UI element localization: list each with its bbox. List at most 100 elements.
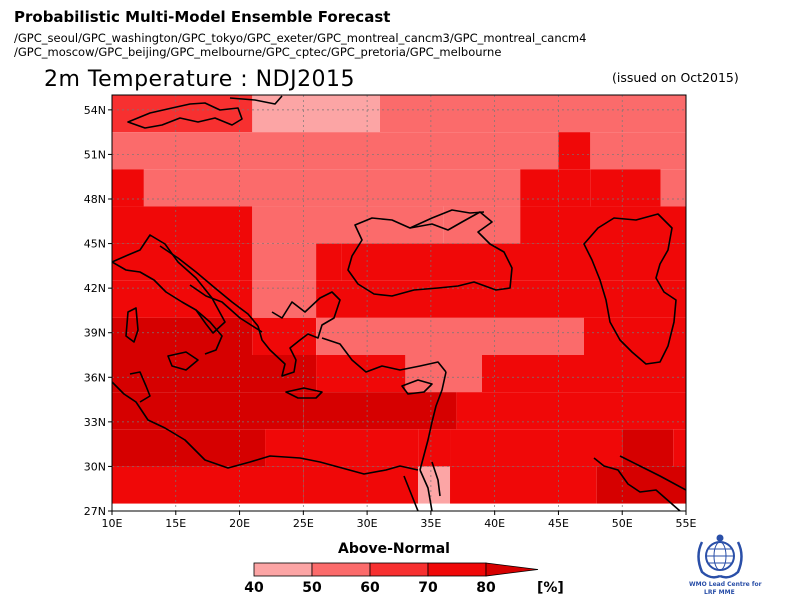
lon-tick-label: 10E <box>102 517 123 530</box>
models-list-line-2: /GPC_moscow/GPC_beijing/GPC_melbourne/GP… <box>14 45 502 59</box>
lat-tick-label: 51N <box>84 148 106 161</box>
probability-cell <box>596 466 686 504</box>
probability-cell <box>450 466 597 504</box>
coast-gulf-suez <box>419 469 433 511</box>
probability-cell <box>379 95 686 133</box>
lat-tick-label: 30N <box>84 460 106 473</box>
probability-cell <box>558 132 591 170</box>
map-frame <box>111 94 687 512</box>
probability-cell <box>456 392 686 430</box>
coast-europe-south <box>112 234 226 334</box>
probability-cell <box>112 355 317 393</box>
probability-cell <box>112 95 253 133</box>
coast-cyprus <box>401 379 433 395</box>
probability-cell <box>252 317 317 355</box>
lon-tick-label: 20E <box>229 517 250 530</box>
map-gridlines <box>112 95 686 511</box>
lon-tick-label: 15E <box>165 517 186 530</box>
lat-tick-label: 39N <box>84 327 106 340</box>
latitude-tick-labels: 27N 30N 33N 36N 39N 42N 45N 48N 51N 54N <box>84 104 112 518</box>
coast-sicily <box>167 351 199 371</box>
probability-cell <box>303 392 457 430</box>
probability-cell <box>252 206 444 244</box>
lat-tick-label: 36N <box>84 371 106 384</box>
probability-cell <box>481 355 686 393</box>
lon-tick-label: 35E <box>420 517 441 530</box>
probability-cell <box>112 280 253 318</box>
longitude-tick-labels: 10E 15E 20E 25E 30E 35E 40E 45E 50E 55E <box>102 511 697 530</box>
probability-cell <box>673 429 686 467</box>
issued-date: (issued on Oct2015) <box>612 70 739 85</box>
coast-crete <box>285 387 323 399</box>
probability-cell <box>316 355 406 393</box>
lon-tick-label: 55E <box>676 517 697 530</box>
coast-italy-heel <box>195 309 223 355</box>
probability-cell <box>112 392 304 430</box>
probability-cell <box>341 243 686 281</box>
wmo-logo <box>697 534 743 579</box>
figure-title: Probabilistic Multi-Model Ensemble Forec… <box>14 8 391 26</box>
coast-black-sea <box>347 211 513 297</box>
probability-cell <box>520 169 559 207</box>
coast-adriatic-east <box>189 284 263 333</box>
coast-balkans-adriatic <box>159 245 259 327</box>
coast-caspian <box>583 213 677 365</box>
coast-gulf-finland <box>229 95 283 105</box>
coast-red-sea-west <box>403 475 419 511</box>
lat-tick-label: 27N <box>84 505 106 518</box>
probability-cell <box>405 355 482 393</box>
probability-cell <box>558 169 591 207</box>
probability-cell <box>316 280 686 318</box>
probability-cell <box>660 169 686 207</box>
probability-cell <box>112 317 253 355</box>
probability-cell <box>316 243 342 281</box>
coast-greece <box>257 291 341 377</box>
probability-cells <box>112 95 686 504</box>
wmo-emblem-icon <box>697 534 743 579</box>
logo-text: LRF MME <box>704 589 735 596</box>
probability-cell <box>252 95 380 133</box>
probability-cell <box>303 466 419 504</box>
lat-tick-label: 45N <box>84 238 106 251</box>
logo-text: WMO Lead Centre for <box>689 581 762 588</box>
probability-cell <box>265 429 419 467</box>
probability-cell <box>316 317 584 355</box>
probability-cell <box>418 429 451 467</box>
forecast-subtitle: 2m Temperature : NDJ2015 <box>44 67 356 92</box>
lon-tick-label: 30E <box>357 517 378 530</box>
coast-azov <box>409 209 485 229</box>
coast-persian-gulf <box>593 457 681 511</box>
probability-cell <box>252 280 317 318</box>
lon-tick-label: 45E <box>548 517 569 530</box>
probability-cell <box>450 429 623 467</box>
coast-tunisia <box>129 371 151 403</box>
coast-levant <box>419 371 447 471</box>
lon-tick-label: 40E <box>484 517 505 530</box>
probability-cell <box>590 169 661 207</box>
lon-tick-label: 50E <box>612 517 633 530</box>
coast-anatolia-south <box>321 337 447 373</box>
lat-tick-label: 42N <box>84 282 106 295</box>
probability-cell <box>252 243 317 281</box>
lat-tick-label: 48N <box>84 193 106 206</box>
probability-cell <box>143 169 521 207</box>
models-list-line-1: /GPC_seoul/GPC_washington/GPC_tokyo/GPC_… <box>14 31 587 45</box>
coastlines <box>112 95 686 511</box>
lat-tick-label: 54N <box>84 104 106 117</box>
probability-cell <box>418 466 451 504</box>
probability-cell <box>622 429 674 467</box>
coast-gulf-aqaba <box>431 461 441 497</box>
probability-cell <box>112 132 559 170</box>
coast-north-africa <box>112 381 419 475</box>
lat-tick-label: 33N <box>84 416 106 429</box>
probability-cell <box>112 466 304 504</box>
lon-tick-label: 25E <box>293 517 314 530</box>
probability-cell <box>112 429 266 467</box>
coast-persian-gulf-north <box>619 455 686 491</box>
coast-baltic <box>127 102 243 129</box>
probability-cell <box>590 132 686 170</box>
probability-cell <box>583 317 686 355</box>
legend-title: Above-Normal <box>338 541 450 557</box>
probability-cell <box>112 169 144 207</box>
